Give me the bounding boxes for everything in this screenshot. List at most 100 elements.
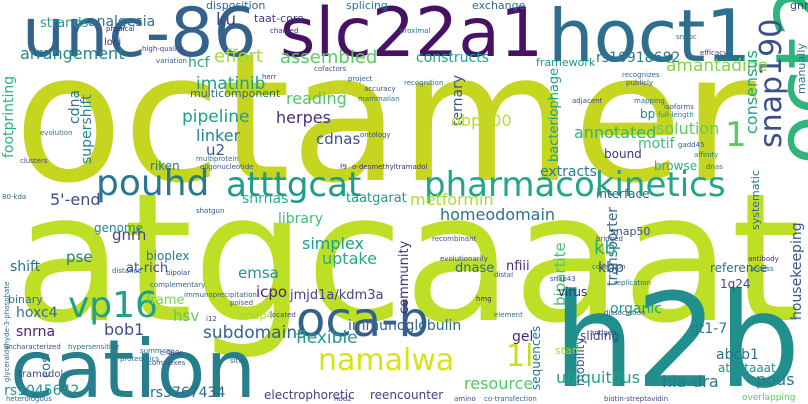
word-binary: binary: [8, 293, 43, 306]
word-snrnas: snrnas: [242, 191, 289, 207]
word-nod2: nod2: [334, 395, 352, 403]
word-pouhd: pouhd: [96, 163, 210, 204]
word-bioplex: bioplex: [146, 249, 190, 263]
word-proximal: proximal: [400, 27, 431, 35]
word-virus: virus: [558, 285, 588, 299]
word-u2: u2: [206, 141, 226, 159]
word-solution: solution: [656, 119, 720, 138]
word-community: community: [397, 240, 412, 314]
word-snap190: snap190: [754, 18, 789, 148]
word-emsa: emsa: [238, 264, 279, 282]
word-pous: pous: [756, 370, 795, 389]
word-uncharacterized: uncharacterized: [4, 343, 61, 351]
word-taat-core: taat-core: [254, 12, 304, 25]
word-uptake: uptake: [322, 249, 377, 268]
word-co-transfection: co-transfection: [484, 395, 537, 403]
word-browse: browse: [654, 159, 698, 173]
word-glyceraldehyde-3-phosphate: glyceraldehyde-3-phosphate: [3, 281, 11, 382]
word-multiprotein: multiprotein: [196, 155, 239, 163]
word-ku: ku: [216, 10, 237, 30]
word-imatinib: imatinib: [196, 74, 266, 94]
word-analgesia: analgesia: [88, 14, 156, 30]
word-extracts: extracts: [540, 164, 597, 180]
word-rs1045642: rs1045642: [4, 383, 80, 399]
word-metformin: metformin: [410, 190, 494, 209]
word-constructs: constructs: [416, 50, 490, 66]
word-distal: distal: [494, 271, 514, 279]
word-bridged: bridged: [596, 235, 623, 243]
word-at-rich: at-rich: [126, 261, 169, 276]
word-hypersensitive: hypersensitive: [68, 343, 120, 351]
word-linker: linker: [196, 126, 241, 145]
word-sliding: sliding: [580, 329, 620, 343]
word-80-kda: 80-kda: [2, 193, 27, 201]
word-dissociation: dissociation: [604, 309, 646, 317]
word-element: element: [494, 311, 523, 319]
word-pse: pse: [66, 248, 93, 266]
word-multicomponent: multicomponent: [190, 87, 281, 100]
word-5-end: 5'-end: [50, 190, 101, 209]
word-immunoprecipitation: immunoprecipitation: [184, 291, 257, 299]
word-assembled: assembled: [280, 47, 378, 68]
word-vp16: vp16: [68, 285, 158, 326]
word-start: start: [555, 344, 581, 357]
word-summary: summary: [140, 347, 174, 355]
word-1q24: 1q24: [720, 277, 751, 291]
word-dnase: dnase: [455, 261, 495, 276]
word-gnrh: gnrh: [112, 226, 147, 244]
word-amantadine: amantadine: [666, 56, 768, 76]
word-recognition: recognition: [404, 79, 444, 87]
word-located: located: [270, 311, 296, 319]
word-1l: 1l: [506, 339, 534, 374]
word-hmg: hmg: [476, 295, 492, 303]
word-overlapping: overlapping: [742, 393, 796, 403]
word-clusters: clusters: [20, 157, 48, 165]
word-replication: replication: [614, 279, 651, 287]
word-namalwa: namalwa: [318, 343, 455, 378]
word-oca-b: oca-b: [296, 292, 429, 348]
word-disposition: disposition: [206, 0, 266, 12]
word-bob1: bob1: [104, 320, 145, 339]
word-gnrhr: gnrhr: [790, 0, 808, 12]
word-herr: herr: [262, 73, 277, 81]
word-immunoglobulin: immunoglobulin: [348, 318, 462, 334]
word-complementary: complementary: [150, 281, 206, 289]
word-pipeline: pipeline: [182, 107, 250, 127]
word-footprinting: footprinting: [1, 75, 17, 158]
word-ubiquitous: ubiquitous: [556, 368, 641, 387]
word-slc22a1: slc22a1: [280, 0, 544, 73]
word-atgcaaat: atgcaaat: [14, 155, 801, 362]
word-subdomains: subdomains: [203, 323, 306, 343]
word-octamer: octamer: [14, 15, 756, 222]
word-bp: bp: [640, 107, 656, 121]
word-shift: shift: [10, 259, 41, 275]
word-heterologous: heterologous: [6, 395, 52, 403]
word-amino: amino: [454, 395, 476, 403]
word-mapping: mapping: [634, 97, 665, 105]
word-unc-86: unc-86: [22, 0, 257, 73]
word-cdnas: cdnas: [316, 130, 361, 148]
word-resource: resource: [464, 374, 534, 393]
word-snap43: snap43: [550, 275, 576, 283]
word-nfiii: nfiii: [506, 259, 530, 274]
word-evolutionarily: evolutionarily: [440, 255, 488, 263]
word-poised: poised: [230, 299, 254, 307]
word-motif: motif: [638, 136, 675, 152]
word-hla-dra: hla-dra: [662, 372, 719, 391]
word-biotin-streptavidin: biotin-streptavidin: [604, 395, 669, 403]
word-charged: charged: [270, 27, 299, 35]
word-gt1-7: gt1-7: [690, 321, 728, 337]
word-pharmacokinetics: pharmacokinetics: [424, 165, 726, 205]
word-snap45: snap45: [240, 309, 281, 322]
word-mammalian: mammalian: [358, 95, 400, 103]
word-hoxc4: hoxc4: [16, 305, 58, 321]
word-annotated: annotated: [574, 123, 657, 142]
word-effort: effort: [214, 46, 263, 67]
word-project: project: [348, 75, 373, 83]
word-rs10918682: rs10918682: [596, 50, 681, 66]
word-oligonucleotide: oligonucleotide: [200, 163, 254, 171]
word-snapc: snapc: [676, 33, 697, 41]
word-flexible: flexible: [296, 328, 358, 348]
word-hsv: hsv: [173, 307, 200, 325]
word-access: access: [750, 265, 774, 273]
